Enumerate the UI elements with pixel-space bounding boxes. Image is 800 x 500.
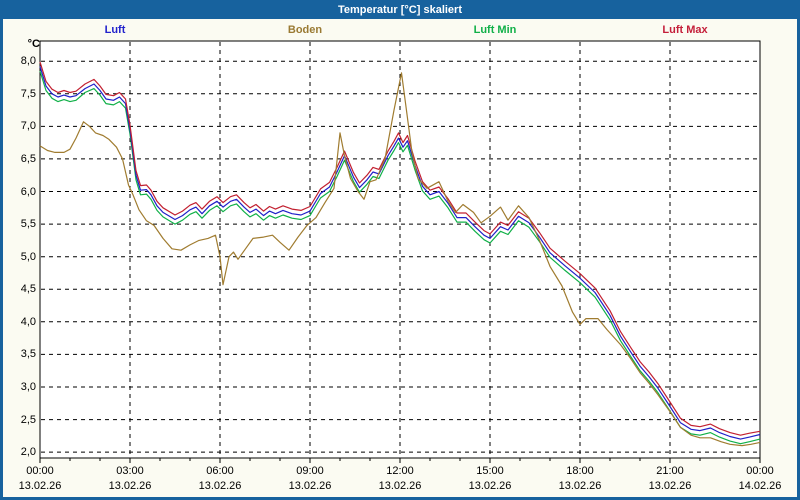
y-tick-label-3,0: 3,0 [20, 380, 36, 393]
x-tick-time-label: 06:00 [206, 465, 234, 477]
y-tick-label-7,5: 7,5 [20, 87, 36, 100]
x-tick-date-label: 13.02.26 [108, 480, 152, 492]
x-tick-time-label: 00:00 [746, 465, 774, 477]
y-tick-label-4,5: 4,5 [20, 283, 36, 296]
x-tick-date-label: 13.02.26 [288, 480, 332, 492]
plot-area[interactable] [40, 41, 760, 458]
x-tick-time-label: 03:00 [116, 465, 144, 477]
y-axis-unit-label: °C [27, 38, 40, 50]
x-tick-date-label: 13.02.26 [198, 480, 242, 492]
y-tick-label-2,5: 2,5 [20, 413, 36, 426]
x-tick-time-label: 15:00 [476, 465, 504, 477]
x-tick-date-label: 14.02.26 [738, 480, 782, 492]
x-tick-date-label: 13.02.26 [648, 480, 692, 492]
chart-legend: Luft Boden Luft Min Luft Max [20, 23, 780, 38]
y-tick-label-3,5: 3,5 [20, 348, 36, 361]
legend-item-luft-min[interactable]: Luft Min [473, 24, 517, 36]
x-tick-time-label: 09:00 [296, 465, 324, 477]
x-tick-date-label: 13.02.26 [468, 480, 512, 492]
series-line-boden [39, 72, 761, 447]
legend-item-boden[interactable]: Boden [287, 24, 323, 36]
window-titlebar: Temperatur [°C] skaliert [0, 0, 800, 19]
legend-item-luft[interactable]: Luft [104, 24, 126, 36]
legend-item-luft-max[interactable]: Luft Max [662, 24, 708, 36]
y-tick-label-5,0: 5,0 [20, 250, 36, 263]
x-tick-date-label: 13.02.26 [378, 480, 422, 492]
x-tick-time-label: 21:00 [656, 465, 684, 477]
x-tick-date-label: 13.02.26 [18, 480, 62, 492]
x-tick-time-label: 18:00 [566, 465, 594, 477]
page-title: Temperatur [°C] skaliert [337, 3, 462, 16]
y-tick-label-7,0: 7,0 [20, 120, 36, 133]
x-tick-time-label: 00:00 [26, 465, 54, 477]
x-tick-time-label: 12:00 [386, 465, 414, 477]
y-tick-label-2,0: 2,0 [20, 446, 36, 459]
y-tick-label-4,0: 4,0 [20, 315, 36, 328]
y-tick-label-6,0: 6,0 [20, 185, 36, 198]
y-tick-label-5,5: 5,5 [20, 218, 36, 231]
y-tick-label-8,0: 8,0 [20, 55, 36, 68]
x-tick-date-label: 13.02.26 [558, 480, 602, 492]
series-line-luft-max [39, 61, 761, 436]
y-tick-label-6,5: 6,5 [20, 152, 36, 165]
